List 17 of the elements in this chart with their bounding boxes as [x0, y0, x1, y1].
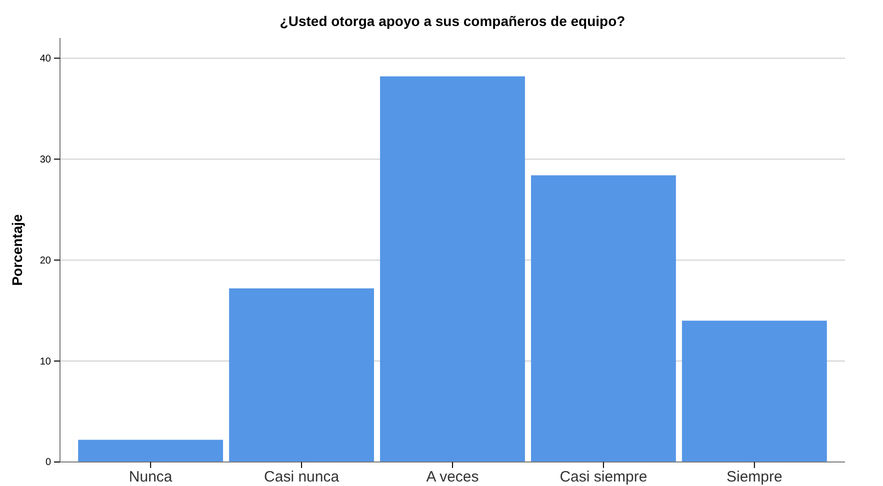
y-tick-label: 20 — [40, 255, 52, 266]
bar — [380, 76, 525, 462]
y-tick-label: 40 — [40, 53, 52, 64]
x-tick-label: Siempre — [726, 468, 782, 486]
bar — [78, 440, 224, 462]
x-tick-label: Casi siempre — [560, 468, 648, 486]
x-tick-label: Nunca — [128, 468, 173, 486]
x-tick-label: Casi nunca — [264, 468, 340, 486]
x-tick-label: A veces — [426, 468, 479, 486]
chart-title: ¿Usted otorga apoyo a sus compañeros de equipo? — [280, 13, 626, 29]
bar — [531, 175, 676, 462]
y-tick-label: 10 — [40, 356, 52, 368]
bar — [229, 288, 374, 462]
bar — [682, 320, 827, 462]
y-axis-title: Porcentaje — [9, 214, 25, 286]
y-tick-label: 0 — [45, 457, 52, 468]
y-tick-label: 30 — [40, 154, 52, 166]
